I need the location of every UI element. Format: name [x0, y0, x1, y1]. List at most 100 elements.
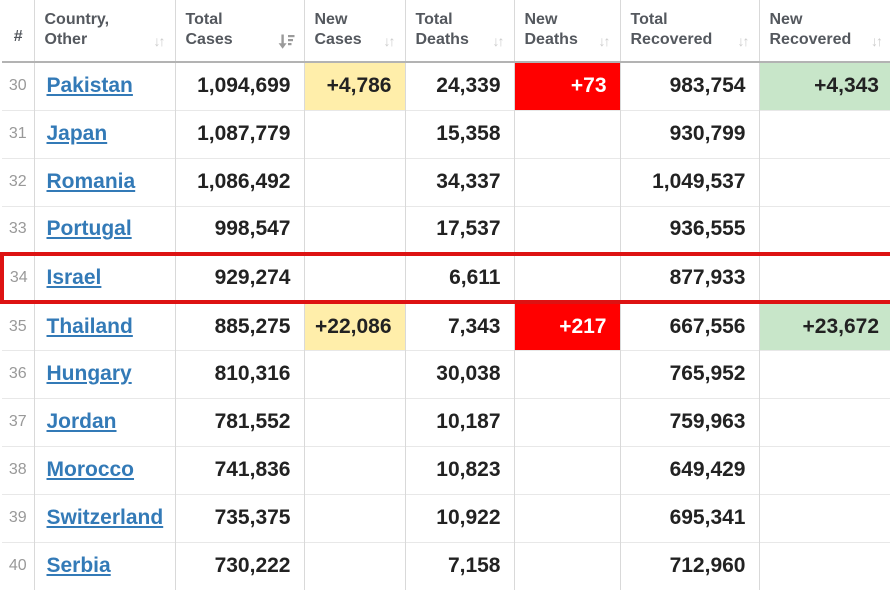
sort-descending-active-icon: [278, 33, 295, 50]
new-deaths-cell: [514, 252, 621, 304]
country-cell: Serbia: [34, 541, 176, 590]
country-cell: Romania: [34, 157, 176, 206]
total-cases-cell: 1,086,492: [175, 157, 305, 206]
header-new-recovered[interactable]: New Recovered ↓↑: [759, 0, 890, 63]
header-country-label: Country, Other: [44, 10, 110, 48]
total-cases-cell: 998,547: [175, 205, 305, 254]
header-total-deaths[interactable]: Total Deaths ↓↑: [405, 0, 515, 63]
new-cases-cell: [304, 157, 406, 206]
new-cases-cell: +22,086: [304, 301, 406, 350]
total-deaths-cell: 10,187: [405, 397, 515, 446]
total-cases-cell: 735,375: [175, 493, 305, 542]
new-cases-cell: [304, 349, 406, 398]
header-new-cases-label: New Cases: [314, 10, 362, 48]
new-recovered-cell: [759, 493, 890, 542]
country-cell: Jordan: [34, 397, 176, 446]
total-cases-cell: 741,836: [175, 445, 305, 494]
total-deaths-cell: 7,158: [405, 541, 515, 590]
total-cases-cell: 1,087,779: [175, 109, 305, 158]
sort-both-icon: ↓↑: [598, 32, 611, 49]
total-recovered-cell: 695,341: [620, 493, 760, 542]
new-cases-cell: +4,786: [304, 62, 406, 110]
sort-both-icon: ↓↑: [383, 32, 396, 49]
country-link[interactable]: Portugal: [46, 217, 132, 241]
total-deaths-cell: 34,337: [405, 157, 515, 206]
table-row: 35 Thailand 885,275 +22,086 7,343 +217 6…: [2, 301, 890, 350]
row-rank-cell: 31: [2, 109, 35, 158]
new-deaths-cell: [514, 397, 621, 446]
country-link[interactable]: Serbia: [46, 554, 111, 578]
row-rank-cell: 36: [2, 349, 35, 398]
header-total-recovered[interactable]: Total Recovered ↓↑: [620, 0, 760, 63]
new-recovered-cell: [759, 445, 890, 494]
country-link[interactable]: Thailand: [46, 314, 133, 338]
total-recovered-cell: 667,556: [620, 301, 760, 350]
total-cases-cell: 1,094,699: [175, 62, 305, 110]
country-link[interactable]: Pakistan: [46, 74, 133, 98]
header-country-other[interactable]: Country, Other ↓↑: [34, 0, 176, 63]
country-link[interactable]: Romania: [46, 170, 136, 193]
header-row: # Country, Other ↓↑ Total Cases: [2, 0, 890, 63]
new-deaths-cell: [514, 349, 621, 398]
total-deaths-cell: 15,358: [405, 109, 515, 158]
header-total-deaths-label: Total Deaths: [415, 10, 469, 48]
new-cases-cell: [304, 109, 406, 158]
total-cases-cell: 929,274: [175, 252, 305, 304]
new-deaths-cell: [514, 493, 621, 542]
new-cases-cell: [304, 252, 406, 304]
header-new-deaths-label: New Deaths: [524, 10, 578, 48]
new-cases-cell: [304, 445, 406, 494]
total-recovered-cell: 765,952: [620, 349, 760, 398]
row-rank-cell: 35: [2, 301, 35, 350]
header-new-recovered-label: New Recovered: [769, 10, 852, 48]
new-cases-cell: [304, 493, 406, 542]
total-cases-cell: 810,316: [175, 349, 305, 398]
new-recovered-cell: [759, 397, 890, 446]
total-recovered-cell: 649,429: [620, 445, 760, 494]
country-cell: Thailand: [34, 301, 176, 350]
header-total-recovered-label: Total Recovered: [630, 10, 713, 48]
total-recovered-cell: 759,963: [620, 397, 760, 446]
country-link[interactable]: Japan: [46, 122, 108, 145]
header-new-cases[interactable]: New Cases ↓↑: [304, 0, 406, 63]
new-deaths-cell: [514, 445, 621, 494]
country-link[interactable]: Morocco: [46, 458, 135, 481]
country-link[interactable]: Switzerland: [46, 506, 164, 529]
total-cases-cell: 781,552: [175, 397, 305, 446]
country-link[interactable]: Hungary: [46, 362, 132, 385]
header-rank-label: #: [13, 27, 23, 45]
new-deaths-cell: [514, 157, 621, 206]
new-recovered-cell: [759, 157, 890, 206]
sort-both-icon: ↓↑: [492, 32, 505, 49]
header-new-deaths[interactable]: New Deaths ↓↑: [514, 0, 621, 63]
new-cases-cell: [304, 541, 406, 590]
row-rank-cell: 37: [2, 397, 35, 446]
table-header: # Country, Other ↓↑ Total Cases: [2, 0, 890, 63]
new-deaths-cell: [514, 541, 621, 590]
total-recovered-cell: 936,555: [620, 205, 760, 254]
header-total-cases[interactable]: Total Cases: [175, 0, 305, 63]
total-deaths-cell: 17,537: [405, 205, 515, 254]
sort-both-icon: ↓↑: [871, 32, 883, 49]
new-recovered-cell: +23,672: [759, 301, 890, 350]
new-recovered-cell: [759, 205, 890, 254]
new-cases-cell: [304, 397, 406, 446]
country-link[interactable]: Israel: [46, 266, 102, 289]
country-link[interactable]: Jordan: [46, 410, 117, 433]
total-recovered-cell: 877,933: [620, 252, 760, 304]
total-recovered-cell: 1,049,537: [620, 157, 760, 206]
table-row: 39 Switzerland 735,375 10,922 695,341: [2, 493, 890, 542]
new-recovered-cell: [759, 109, 890, 158]
table-row: 37 Jordan 781,552 10,187 759,963: [2, 397, 890, 446]
table-row: 32 Romania 1,086,492 34,337 1,049,537: [2, 157, 890, 206]
total-deaths-cell: 24,339: [405, 62, 515, 110]
table-row: 40 Serbia 730,222 7,158 712,960: [2, 541, 890, 590]
total-deaths-cell: 6,611: [405, 252, 515, 304]
new-deaths-cell: +217: [514, 301, 621, 350]
table-row: 30 Pakistan 1,094,699 +4,786 24,339 +73 …: [2, 62, 890, 110]
row-rank-cell: 32: [2, 157, 35, 206]
row-rank-cell: 40: [2, 541, 35, 590]
table-row: 33 Portugal 998,547 17,537 936,555: [2, 205, 890, 254]
total-deaths-cell: 30,038: [405, 349, 515, 398]
